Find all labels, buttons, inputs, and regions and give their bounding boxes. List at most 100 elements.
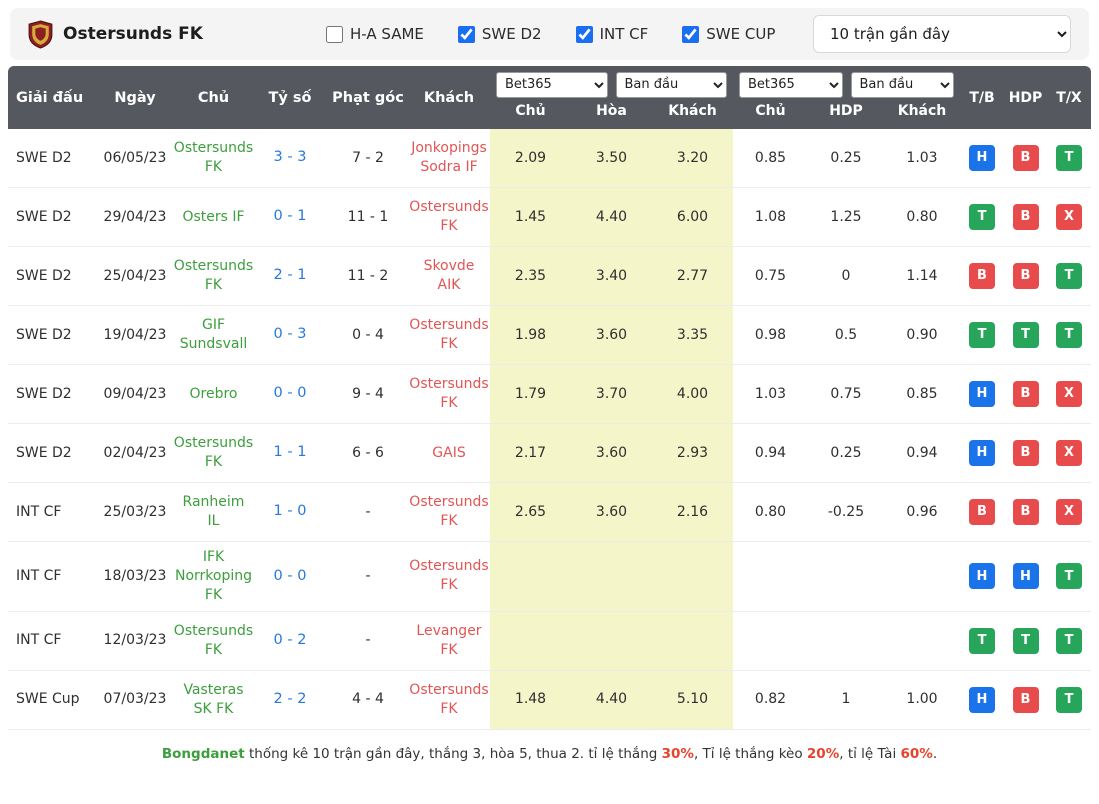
home-team-link[interactable]: Ostersunds FK: [173, 258, 254, 293]
sub-header-odds1-draw: Hòa: [596, 103, 627, 119]
sub-header-odds2-hdp: HDP: [829, 103, 863, 119]
odds-hdp-cell: 0.75: [754, 267, 787, 284]
corners-cell: 11 - 2: [347, 267, 389, 284]
odds-1x2-cell: 2.16: [652, 483, 733, 541]
odds-hdp-cell: [733, 612, 808, 670]
date-cell: 06/05/23: [103, 149, 167, 166]
checkbox-input-int-cf[interactable]: [575, 25, 593, 43]
footer-text: 60%: [900, 745, 933, 762]
away-team-link[interactable]: Ostersunds FK: [409, 681, 489, 717]
league-cell: SWE Cup: [16, 691, 80, 708]
home-team-link[interactable]: Orebro: [189, 385, 238, 402]
sub-header-odds1-home: Chủ: [515, 103, 546, 119]
odds2-provider-select[interactable]: Bet365: [739, 71, 843, 98]
filter-checkbox-h-a-same[interactable]: H-A SAME: [326, 25, 424, 43]
col-header-home: Chủ: [197, 89, 230, 106]
score-link[interactable]: 0 - 0: [273, 567, 307, 584]
tx-result-cell: T: [1047, 542, 1091, 611]
odds-1x2-cell: 1.79: [490, 365, 571, 423]
score-link[interactable]: 3 - 3: [273, 149, 307, 166]
home-team-link[interactable]: IFK Norrkoping FK: [175, 549, 253, 603]
table-row: SWE D2 06/05/23 Ostersunds FK 3 - 3 7 - 2 Jon…: [8, 129, 1091, 188]
tx-result-cell: T: [1047, 306, 1091, 364]
corners-cell: 7 - 2: [352, 149, 384, 166]
score-link[interactable]: 1 - 0: [273, 503, 307, 520]
league-cell: SWE D2: [16, 267, 72, 284]
table-row: SWE D2 02/04/23 Ostersunds FK 1 - 1 6 - 6 GAI…: [8, 424, 1091, 483]
result-badge: B: [1012, 263, 1039, 289]
filter-checkbox-swe-cup[interactable]: SWE CUP: [682, 25, 775, 43]
recent-range-wrap: 10 trận gần đây: [813, 15, 1071, 53]
tx-result-cell: T: [1047, 671, 1091, 729]
date-cell: 02/04/23: [103, 444, 167, 461]
col-header-league: Giải đấu: [16, 89, 84, 106]
odds2-period-select[interactable]: Ban đầu: [850, 71, 954, 98]
home-team-link[interactable]: Ostersunds FK: [173, 622, 254, 658]
result-badge: H: [969, 686, 995, 713]
score-link[interactable]: 1 - 1: [273, 444, 307, 461]
footer-text: 30%: [661, 745, 694, 762]
odds-1x2-cell: 4.40: [571, 188, 652, 246]
away-team-link[interactable]: Ostersunds FK: [409, 317, 489, 352]
corners-cell: -: [365, 632, 371, 649]
tb-result-cell: T: [960, 612, 1004, 670]
result-badge: B: [1012, 686, 1039, 713]
checkbox-input-h-a-same[interactable]: [326, 25, 343, 43]
odds-hdp-cell: 0.25: [830, 149, 862, 166]
home-team-link[interactable]: GIF Sundsvall: [179, 317, 248, 352]
odds-1x2-cell: 2.17: [490, 424, 571, 482]
result-badge: T: [969, 204, 995, 230]
score-link[interactable]: 2 - 2: [273, 690, 307, 707]
odds-hdp-cell: 0.85: [754, 149, 787, 166]
score-link[interactable]: 0 - 0: [273, 385, 307, 402]
away-team-link[interactable]: GAIS: [432, 444, 466, 461]
checkbox-input-swe-d2[interactable]: [457, 25, 475, 43]
footer-text: , tỉ lệ Tài: [839, 745, 901, 762]
odds-hdp-cell: 0.90: [906, 326, 938, 343]
away-team-link[interactable]: Levanger FK: [416, 622, 482, 658]
tb-result-cell: H: [960, 424, 1004, 482]
away-team-link[interactable]: Ostersunds FK: [409, 558, 489, 594]
odds-hdp-cell: 0.80: [906, 208, 938, 225]
table-header: Giải đấu Ngày Chủ Tỷ số Phạt góc Khách B…: [8, 66, 1091, 129]
topbar: Ostersunds FK H-A SAME SWE D2 INT CF SWE CU…: [10, 8, 1089, 60]
odds-1x2-cell: 2.77: [652, 247, 733, 305]
away-team-link[interactable]: Ostersunds FK: [409, 199, 489, 234]
date-cell: 19/04/23: [103, 326, 167, 343]
away-team-link[interactable]: Ostersunds FK: [409, 494, 489, 529]
home-team-link[interactable]: Ranheim IL: [182, 494, 245, 529]
checkbox-input-swe-cup[interactable]: [682, 25, 700, 43]
odds1-period-select[interactable]: Ban đầu: [615, 71, 727, 98]
odds-hdp-cell: 1.25: [830, 208, 862, 225]
score-link[interactable]: 2 - 1: [273, 267, 307, 284]
score-link[interactable]: 0 - 3: [273, 326, 307, 343]
home-team-link[interactable]: Ostersunds FK: [173, 435, 254, 470]
hdp-result-cell: B: [1004, 424, 1047, 482]
filter-checkbox-int-cf[interactable]: INT CF: [575, 25, 648, 43]
footer-text: 20%: [806, 745, 840, 762]
odds-1x2-cell: 1.45: [490, 188, 571, 246]
away-team-link[interactable]: Ostersunds FK: [409, 376, 489, 411]
recent-matches-select[interactable]: 10 trận gần đây: [813, 15, 1071, 53]
table-row: SWE D2 19/04/23 GIF Sundsvall 0 - 3 0 - 4 Ost…: [8, 306, 1091, 365]
match-rows: SWE D2 06/05/23 Ostersunds FK 3 - 3 7 - 2 Jon…: [8, 129, 1091, 730]
score-link[interactable]: 0 - 1: [273, 208, 307, 225]
odds1-provider-select[interactable]: Bet365: [496, 71, 608, 98]
table-row: SWE D2 09/04/23 Orebro 0 - 0 9 - 4 Ostersunds…: [8, 365, 1091, 424]
odds-hdp-cell: 0.5: [834, 326, 858, 343]
away-team-link[interactable]: Jonkopings Sodra IF: [411, 140, 487, 175]
footer-text: Bongdanet: [161, 745, 245, 762]
hdp-result-cell: T: [1004, 306, 1047, 364]
home-team-link[interactable]: Ostersunds FK: [173, 140, 254, 175]
col-header-tx: T/X: [1056, 89, 1082, 106]
tx-result-cell: X: [1047, 188, 1091, 246]
home-team-link[interactable]: Osters IF: [182, 208, 245, 225]
tx-result-cell: T: [1047, 129, 1091, 187]
score-link[interactable]: 0 - 2: [273, 631, 307, 648]
tx-result-cell: X: [1047, 483, 1091, 541]
home-team-link[interactable]: Vasteras SK FK: [183, 681, 244, 717]
footer-text: .: [932, 745, 938, 762]
away-team-link[interactable]: Skovde AIK: [423, 258, 475, 293]
filter-checkbox-swe-d2[interactable]: SWE D2: [457, 25, 542, 43]
hdp-result-cell: B: [1004, 483, 1047, 541]
